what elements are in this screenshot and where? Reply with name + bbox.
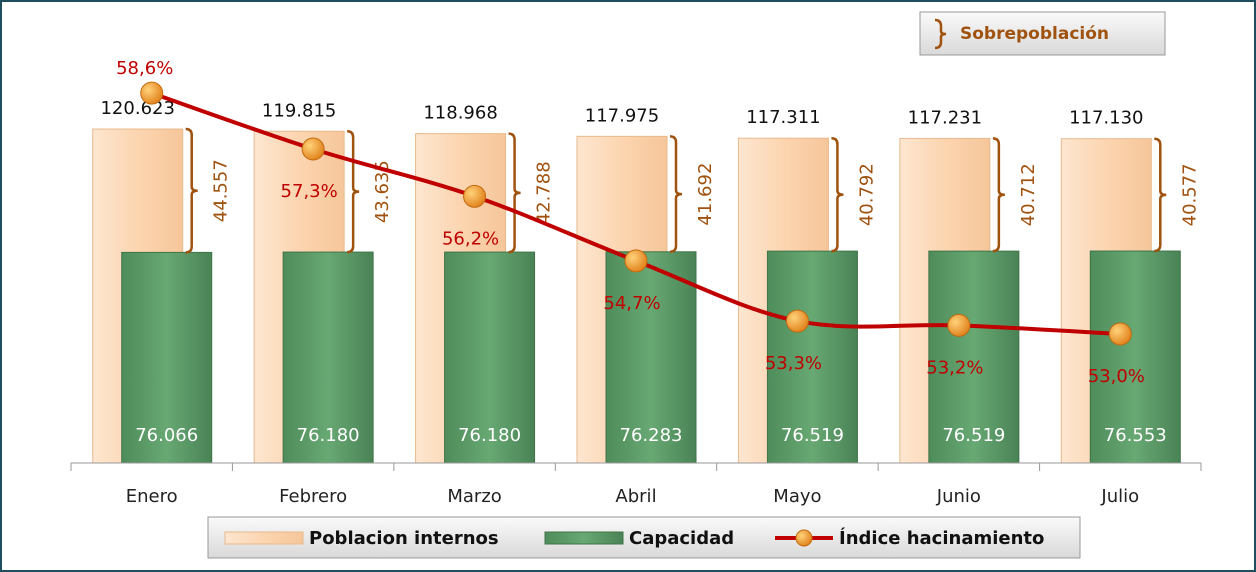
line-marker — [1108, 322, 1132, 346]
value-label: 117.231 — [908, 107, 982, 128]
value-label: 53,2% — [926, 357, 983, 378]
value-label: 76.066 — [135, 425, 198, 446]
value-label: 76.180 — [458, 425, 521, 446]
bar — [928, 250, 1020, 464]
bar — [444, 251, 536, 464]
bracket-label: 40.712 — [1018, 163, 1039, 226]
legend-label: Capacidad — [629, 528, 734, 549]
value-label: 117.975 — [585, 105, 659, 126]
value-label: 120.623 — [100, 98, 174, 119]
value-label: 76.519 — [781, 425, 844, 446]
bracket-label: 40.792 — [856, 163, 877, 226]
line-marker — [947, 313, 971, 337]
value-label: 53,3% — [765, 353, 822, 374]
bar — [121, 251, 213, 464]
x-tick-label: Julio — [1100, 486, 1139, 507]
line-marker — [463, 184, 487, 208]
bracket-label: 41.692 — [695, 163, 716, 226]
value-label: 76.519 — [942, 425, 1005, 446]
value-label: 119.815 — [262, 100, 336, 121]
value-label: 76.283 — [620, 425, 683, 446]
bracket-label: 44.557 — [211, 159, 232, 222]
legend-label: Sobrepoblación — [960, 24, 1109, 44]
bracket-label: 40.577 — [1179, 163, 1200, 226]
value-label: 53,0% — [1088, 366, 1145, 387]
value-label: 117.311 — [746, 107, 820, 128]
bar — [605, 251, 697, 464]
value-label: 76.553 — [1104, 425, 1167, 446]
value-label: 57,3% — [281, 181, 338, 202]
bracket-label: 42.788 — [534, 161, 555, 224]
x-tick-label: Abril — [615, 486, 656, 507]
value-label: 118.968 — [423, 103, 497, 124]
legend-swatch — [795, 529, 813, 547]
legend-box — [207, 516, 1081, 559]
bracket — [508, 132, 521, 254]
bar — [766, 250, 858, 464]
bracket — [669, 135, 683, 254]
value-label: 56,2% — [442, 228, 499, 249]
value-label: 76.180 — [297, 425, 360, 446]
value-label: 58,6% — [116, 58, 173, 79]
line-marker — [301, 137, 325, 161]
bar — [282, 251, 374, 464]
bracket-label: 43.635 — [372, 160, 393, 223]
value-label: 117.130 — [1069, 108, 1143, 129]
legend-swatch — [544, 531, 624, 545]
x-tick-label: Enero — [126, 486, 178, 507]
legend-bracket — [934, 18, 947, 50]
x-tick-label: Marzo — [447, 486, 501, 507]
bar — [1089, 250, 1181, 464]
x-tick-label: Febrero — [279, 486, 347, 507]
line-marker — [140, 81, 164, 105]
value-label: 54,7% — [603, 293, 660, 314]
annotation-legend-box — [919, 11, 1166, 56]
x-tick-label: Mayo — [773, 486, 821, 507]
legend-label: Índice hacinamiento — [839, 527, 1044, 549]
legend-swatch — [224, 531, 304, 545]
x-tick-label: Junio — [936, 486, 981, 507]
legend-label: Poblacion internos — [309, 528, 499, 549]
bracket — [185, 127, 198, 254]
line-marker — [624, 249, 648, 273]
line-marker — [785, 309, 809, 333]
